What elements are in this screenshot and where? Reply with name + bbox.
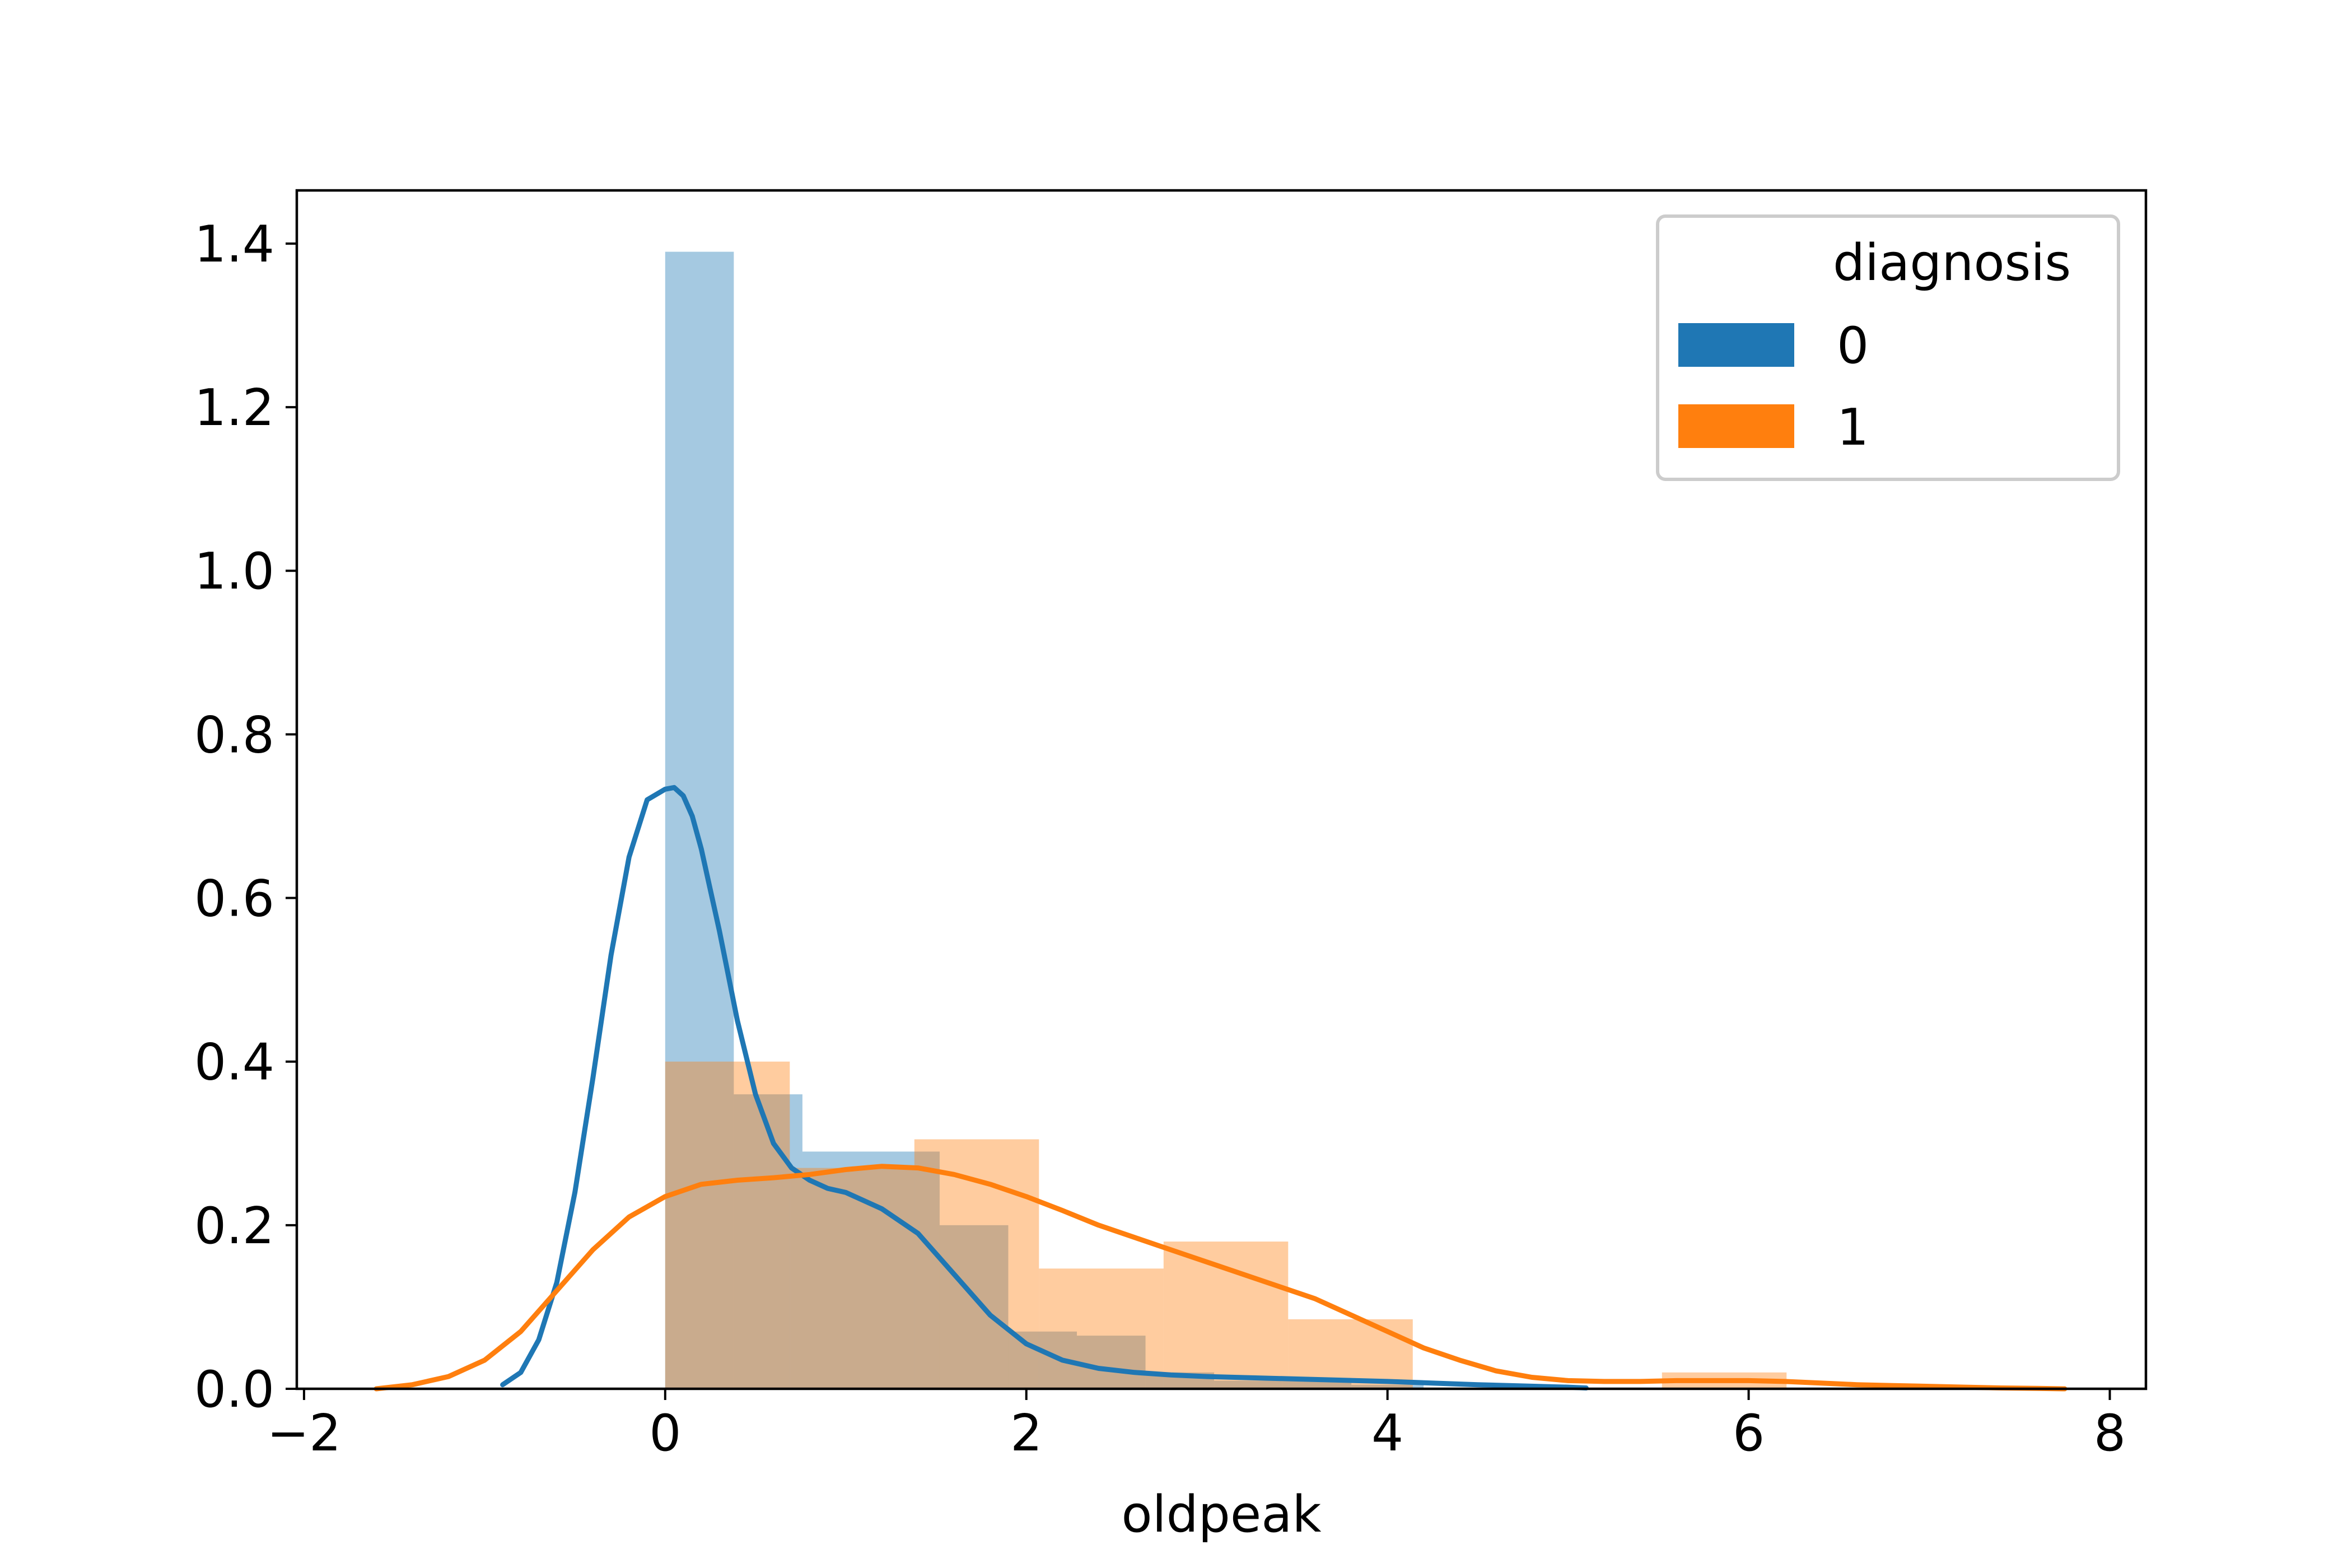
histogram-bar-series-0-bin-6: [1077, 1336, 1146, 1389]
y-tick-label: 0.8: [194, 706, 274, 764]
y-tick-label: 0.2: [194, 1197, 274, 1256]
histogram-bar-series-1-bin-0: [665, 1061, 790, 1389]
y-tick-label: 1.2: [194, 379, 274, 437]
legend-label-0: 0: [1837, 316, 1869, 375]
histogram-bar-series-0-bin-4: [939, 1225, 1009, 1389]
y-tick-label: 0.4: [194, 1033, 274, 1092]
histogram-bar-series-1-bin-1: [790, 1168, 914, 1389]
x-tick-label: 2: [1010, 1404, 1042, 1463]
x-tick-label: −2: [267, 1404, 342, 1463]
histogram-bar-series-1-bin-2: [914, 1139, 1039, 1389]
y-axis: 0.0 0.2 0.4 0.6 0.8 1.0 1.2 1.4: [194, 215, 297, 1419]
kde-lines: [374, 785, 2068, 1392]
histogram-bar-series-0-bin-9: [1282, 1380, 1352, 1389]
legend-label-1: 1: [1837, 398, 1869, 457]
plot-area: [295, 189, 2148, 1392]
y-tick-label: 0.6: [194, 870, 274, 928]
histogram-bar-series-0-bin-1: [734, 1094, 802, 1389]
x-axis: −2 0 2 4 6 8: [267, 1389, 2126, 1463]
x-tick-label: 6: [1733, 1404, 1765, 1463]
legend-title: diagnosis: [1833, 234, 2071, 292]
legend-swatch-0: [1678, 323, 1794, 367]
y-tick-label: 0.0: [194, 1360, 274, 1419]
kde-line-series-0: [500, 785, 1589, 1390]
axes-frame: [295, 189, 2148, 1390]
x-axis-label: oldpeak: [1122, 1485, 1322, 1544]
histogram-bar-series-0-bin-0: [665, 251, 734, 1389]
x-tick-label: 4: [1371, 1404, 1403, 1463]
legend-swatch-1: [1678, 404, 1794, 448]
y-tick-label: 1.0: [194, 542, 274, 601]
legend: diagnosis 0 1: [1656, 214, 2120, 481]
y-tick-label: 1.4: [194, 215, 274, 274]
histogram-bar-series-0-bin-3: [871, 1151, 940, 1389]
histogram-bar-series-0-bin-8: [1214, 1380, 1283, 1389]
kde-line-series-1: [374, 1164, 2068, 1392]
x-tick-label: 8: [2094, 1404, 2126, 1463]
histogram-bar-series-1-bin-4: [1163, 1242, 1289, 1389]
histogram-bar-series-0-bin-10: [1351, 1384, 1424, 1389]
x-tick-label: 0: [649, 1404, 681, 1463]
